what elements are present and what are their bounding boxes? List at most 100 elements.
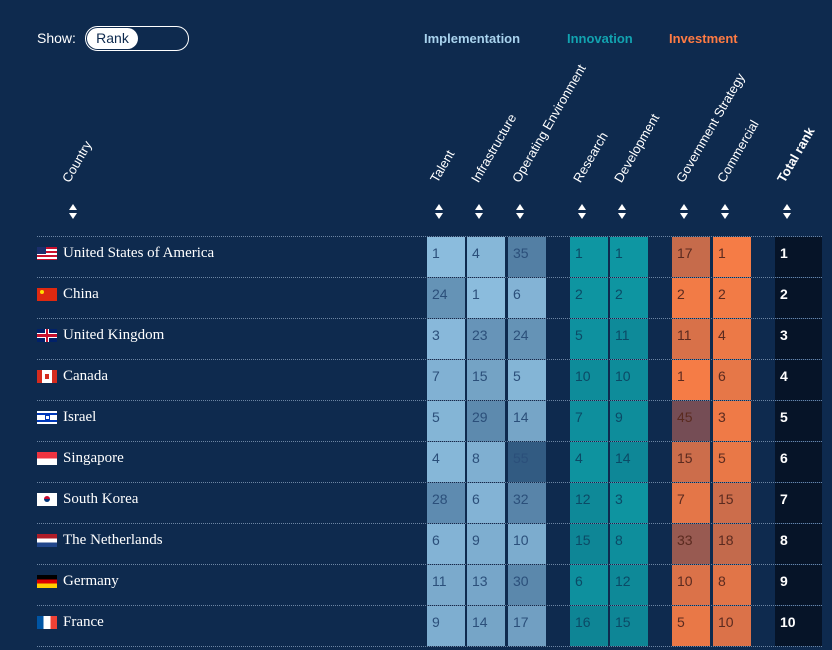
cell-operating: 35 — [508, 237, 546, 277]
sort-research-icon[interactable] — [577, 203, 587, 221]
country-name[interactable]: Israel — [37, 397, 96, 437]
cell-commercial: 2 — [713, 278, 751, 318]
cell-commercial: 6 — [713, 360, 751, 400]
legend-implementation: Implementation — [424, 31, 521, 46]
cell-research: 5 — [570, 319, 608, 359]
sort-development-icon[interactable] — [617, 203, 627, 221]
cell-research: 12 — [570, 483, 608, 523]
cell-total-rank: 9 — [775, 565, 822, 605]
cell-research: 10 — [570, 360, 608, 400]
cell-talent: 7 — [427, 360, 465, 400]
row-divider — [37, 400, 822, 401]
country-label: France — [63, 613, 104, 630]
flag-nl-icon — [37, 533, 57, 547]
cell-research: 1 — [570, 237, 608, 277]
country-name[interactable]: United States of America — [37, 233, 214, 273]
country-name[interactable]: China — [37, 274, 99, 314]
cell-development: 1 — [610, 237, 648, 277]
cell-development: 11 — [610, 319, 648, 359]
sort-government-icon[interactable] — [679, 203, 689, 221]
cell-total-rank: 4 — [775, 360, 822, 400]
cell-government: 45 — [672, 401, 710, 441]
column-header-development: Development — [611, 111, 663, 185]
rank-score-toggle[interactable]: Rank — [85, 26, 189, 51]
cell-government: 11 — [672, 319, 710, 359]
cell-government: 7 — [672, 483, 710, 523]
flag-ca-icon — [37, 369, 57, 383]
cell-government: 2 — [672, 278, 710, 318]
cell-development: 15 — [610, 606, 648, 646]
cell-talent: 6 — [427, 524, 465, 564]
column-header-talent: Talent — [427, 147, 458, 185]
sort-total-icon[interactable] — [782, 203, 792, 221]
cell-operating: 55 — [508, 442, 546, 482]
cell-research: 7 — [570, 401, 608, 441]
cell-total-rank: 1 — [775, 237, 822, 277]
cell-talent: 4 — [427, 442, 465, 482]
cell-infrastructure: 8 — [467, 442, 505, 482]
cell-commercial: 15 — [713, 483, 751, 523]
cell-commercial: 8 — [713, 565, 751, 605]
cell-research: 4 — [570, 442, 608, 482]
country-label: United States of America — [63, 244, 215, 261]
flag-kr-icon — [37, 492, 57, 506]
row-divider — [37, 564, 822, 565]
country-label: The Netherlands — [63, 531, 163, 548]
cell-operating: 5 — [508, 360, 546, 400]
country-label: China — [63, 285, 99, 302]
row-divider — [37, 646, 822, 647]
country-name[interactable]: France — [37, 602, 104, 642]
row-divider — [37, 523, 822, 524]
column-header-total: Total rank — [774, 124, 818, 185]
cell-talent: 24 — [427, 278, 465, 318]
cell-commercial: 18 — [713, 524, 751, 564]
flag-de-icon — [37, 574, 57, 588]
toggle-selected-option[interactable]: Rank — [87, 28, 138, 49]
legend-investment: Investment — [669, 31, 738, 46]
sort-talent-icon[interactable] — [434, 203, 444, 221]
cell-commercial: 5 — [713, 442, 751, 482]
cell-total-rank: 10 — [775, 606, 822, 646]
flag-cn-icon — [37, 287, 57, 301]
cell-operating: 32 — [508, 483, 546, 523]
cell-commercial: 3 — [713, 401, 751, 441]
cell-operating: 6 — [508, 278, 546, 318]
cell-government: 10 — [672, 565, 710, 605]
cell-operating: 10 — [508, 524, 546, 564]
cell-infrastructure: 6 — [467, 483, 505, 523]
cell-operating: 14 — [508, 401, 546, 441]
cell-infrastructure: 1 — [467, 278, 505, 318]
cell-research: 15 — [570, 524, 608, 564]
country-label: United Kingdom — [63, 326, 165, 343]
cell-operating: 17 — [508, 606, 546, 646]
country-name[interactable]: Canada — [37, 356, 108, 396]
sort-country-icon[interactable] — [68, 203, 78, 221]
cell-infrastructure: 15 — [467, 360, 505, 400]
sort-infrastructure-icon[interactable] — [474, 203, 484, 221]
country-label: Germany — [63, 572, 119, 589]
cell-infrastructure: 23 — [467, 319, 505, 359]
country-name[interactable]: South Korea — [37, 479, 138, 519]
country-label: Singapore — [63, 449, 124, 466]
cell-talent: 9 — [427, 606, 465, 646]
sort-commercial-icon[interactable] — [720, 203, 730, 221]
cell-government: 17 — [672, 237, 710, 277]
country-name[interactable]: United Kingdom — [37, 315, 164, 355]
country-name[interactable]: Germany — [37, 561, 119, 601]
row-divider — [37, 277, 822, 278]
sort-operating-icon[interactable] — [515, 203, 525, 221]
country-name[interactable]: The Netherlands — [37, 520, 163, 560]
cell-government: 5 — [672, 606, 710, 646]
country-label: Israel — [63, 408, 97, 425]
row-divider — [37, 605, 822, 606]
flag-sg-icon — [37, 451, 57, 465]
cell-infrastructure: 29 — [467, 401, 505, 441]
cell-talent: 3 — [427, 319, 465, 359]
flag-fr-icon — [37, 615, 57, 629]
cell-development: 9 — [610, 401, 648, 441]
row-divider — [37, 236, 822, 237]
country-name[interactable]: Singapore — [37, 438, 124, 478]
cell-total-rank: 6 — [775, 442, 822, 482]
cell-commercial: 1 — [713, 237, 751, 277]
cell-infrastructure: 13 — [467, 565, 505, 605]
